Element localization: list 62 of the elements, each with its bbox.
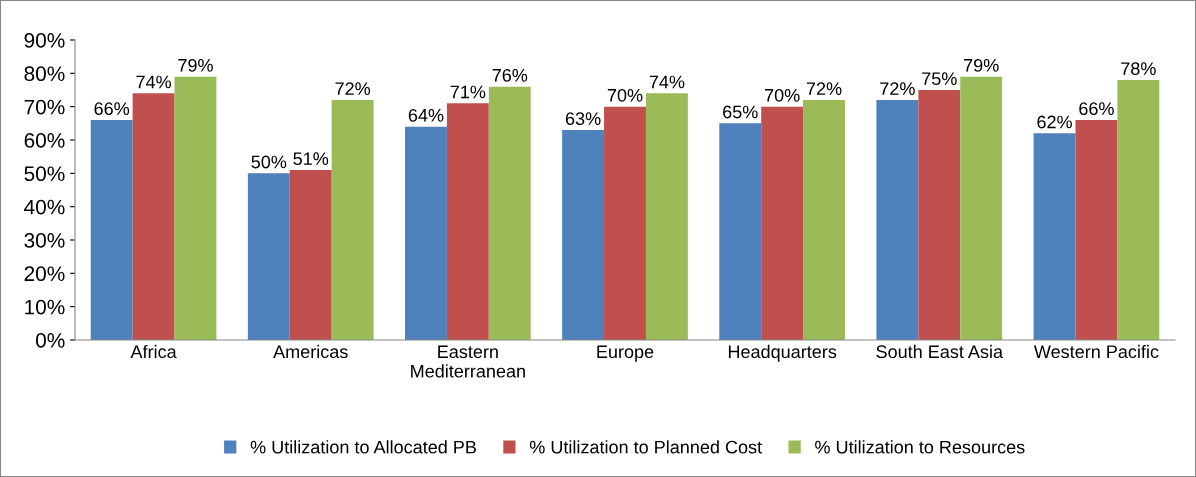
bar <box>719 123 762 340</box>
data-label: 74% <box>649 75 685 89</box>
y-tick-label: 70% <box>24 99 65 115</box>
data-label: 62% <box>1037 115 1072 129</box>
data-label: 76% <box>492 68 528 82</box>
data-label: 75% <box>922 72 957 86</box>
legend-label: % Utilization to Resources <box>815 440 1025 454</box>
bar <box>247 173 290 340</box>
x-tick-label: Africa <box>130 344 177 359</box>
bar <box>331 100 374 340</box>
y-tick-label: 50% <box>24 166 65 182</box>
bar <box>174 76 217 340</box>
y-tick-label: 60% <box>24 133 65 148</box>
bar <box>1117 80 1160 340</box>
bar <box>90 120 133 340</box>
data-label: 66% <box>94 102 130 116</box>
bar <box>960 76 1003 340</box>
bar <box>1075 120 1118 340</box>
bar <box>604 106 646 340</box>
data-label: 51% <box>293 152 329 166</box>
data-label: 65% <box>723 105 758 119</box>
x-tick-label: Eastern Mediterranean <box>411 345 525 378</box>
bar <box>876 100 919 340</box>
bar <box>289 170 332 340</box>
data-label: 64% <box>408 108 444 122</box>
bar <box>1033 133 1076 340</box>
bar <box>803 100 845 340</box>
x-tick-label: Headquarters <box>728 344 837 362</box>
bar <box>918 90 961 340</box>
data-label: 74% <box>136 75 171 89</box>
y-tick-label: 90% <box>24 33 65 48</box>
bar <box>446 103 489 340</box>
data-label: 72% <box>880 82 915 95</box>
data-label: 79% <box>178 58 213 72</box>
y-tick-label: 40% <box>24 199 65 215</box>
x-tick-label: Americas <box>273 344 348 359</box>
y-tick-label: 20% <box>24 266 65 282</box>
bar <box>761 106 804 340</box>
legend-label: % Utilization to Allocated PB <box>250 440 476 454</box>
x-tick-label: Europe <box>597 345 654 362</box>
bar <box>645 93 688 340</box>
bar <box>132 93 175 340</box>
y-tick-label: 80% <box>24 66 65 82</box>
data-label: 79% <box>964 58 999 72</box>
bar <box>562 130 605 340</box>
y-tick-label: 0% <box>35 333 65 348</box>
x-tick-label: Western Pacific <box>1033 344 1159 359</box>
data-label: 50% <box>251 155 287 169</box>
data-label: 70% <box>607 88 643 102</box>
data-label: 72% <box>335 82 371 95</box>
y-tick-label: 30% <box>24 233 65 248</box>
bar <box>405 126 447 340</box>
data-label: 71% <box>450 85 486 99</box>
data-label: 66% <box>1079 102 1114 116</box>
data-label: 72% <box>806 82 842 95</box>
data-label: 63% <box>565 112 601 126</box>
x-tick-label: South East Asia <box>876 344 1004 359</box>
data-label: 78% <box>1121 62 1156 76</box>
bar <box>488 86 531 340</box>
legend-label: % Utilization to Planned Cost <box>529 440 762 454</box>
data-label: 70% <box>765 88 800 102</box>
y-tick-label: 10% <box>25 299 65 315</box>
